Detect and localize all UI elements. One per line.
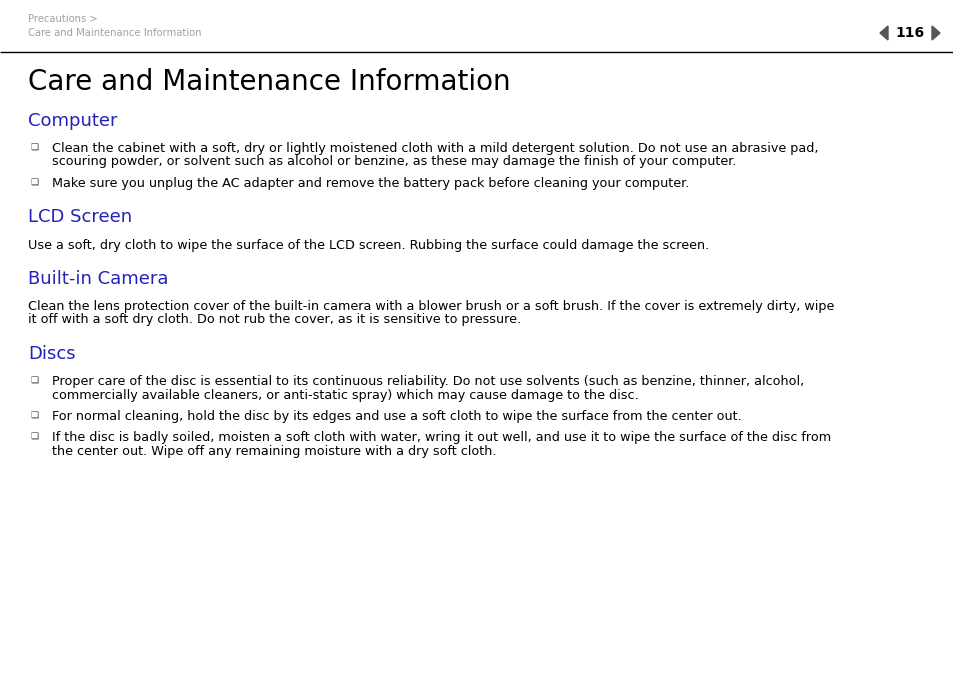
Text: ❏: ❏: [30, 433, 38, 442]
Text: Care and Maintenance Information: Care and Maintenance Information: [28, 28, 201, 38]
Text: For normal cleaning, hold the disc by its edges and use a soft cloth to wipe the: For normal cleaning, hold the disc by it…: [52, 410, 741, 423]
Text: Use a soft, dry cloth to wipe the surface of the LCD screen. Rubbing the surface: Use a soft, dry cloth to wipe the surfac…: [28, 239, 708, 251]
Text: ❏: ❏: [30, 179, 38, 187]
Text: the center out. Wipe off any remaining moisture with a dry soft cloth.: the center out. Wipe off any remaining m…: [52, 445, 496, 458]
Text: commercially available cleaners, or anti-static spray) which may cause damage to: commercially available cleaners, or anti…: [52, 388, 638, 402]
Text: Clean the lens protection cover of the built-in camera with a blower brush or a : Clean the lens protection cover of the b…: [28, 300, 834, 313]
Text: Discs: Discs: [28, 345, 75, 363]
Polygon shape: [879, 26, 887, 40]
Text: scouring powder, or solvent such as alcohol or benzine, as these may damage the : scouring powder, or solvent such as alco…: [52, 156, 736, 168]
Text: 116: 116: [895, 26, 923, 40]
Text: If the disc is badly soiled, moisten a soft cloth with water, wring it out well,: If the disc is badly soiled, moisten a s…: [52, 431, 830, 444]
Text: LCD Screen: LCD Screen: [28, 208, 132, 226]
Text: Clean the cabinet with a soft, dry or lightly moistened cloth with a mild deterg: Clean the cabinet with a soft, dry or li…: [52, 142, 818, 155]
Text: Precautions >: Precautions >: [28, 14, 97, 24]
Text: ❏: ❏: [30, 412, 38, 421]
Polygon shape: [931, 26, 939, 40]
Text: Computer: Computer: [28, 112, 117, 130]
Text: Care and Maintenance Information: Care and Maintenance Information: [28, 68, 510, 96]
Text: ❏: ❏: [30, 377, 38, 386]
Text: Make sure you unplug the AC adapter and remove the battery pack before cleaning : Make sure you unplug the AC adapter and …: [52, 177, 689, 190]
Text: Proper care of the disc is essential to its continuous reliability. Do not use s: Proper care of the disc is essential to …: [52, 375, 803, 388]
Text: ❏: ❏: [30, 144, 38, 152]
Text: it off with a soft dry cloth. Do not rub the cover, as it is sensitive to pressu: it off with a soft dry cloth. Do not rub…: [28, 313, 520, 326]
Text: Built-in Camera: Built-in Camera: [28, 270, 169, 288]
